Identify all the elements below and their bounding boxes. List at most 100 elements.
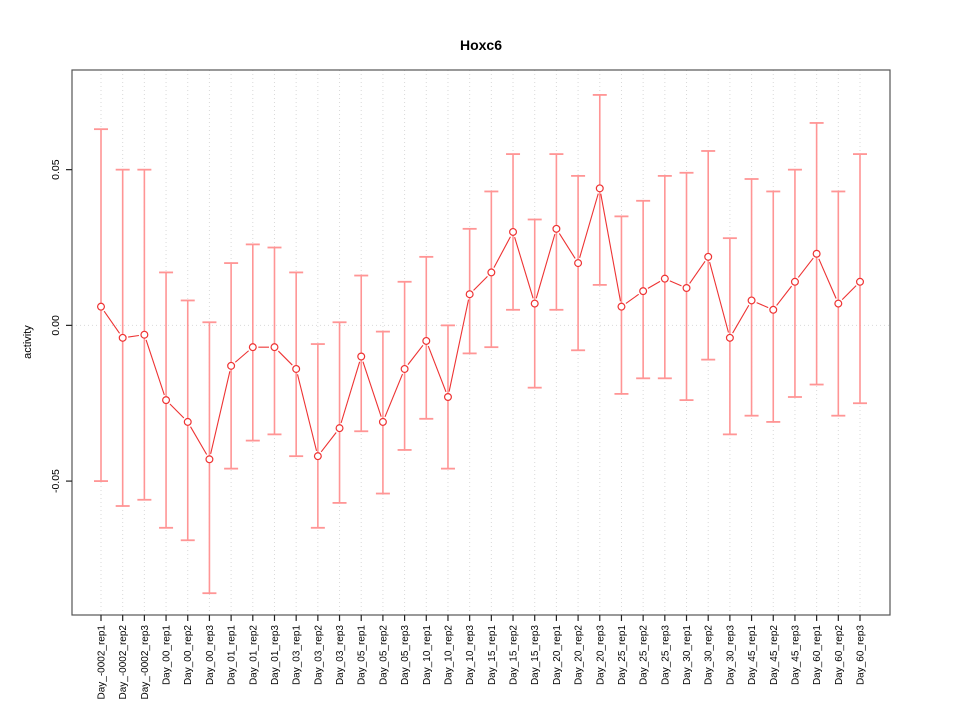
data-point xyxy=(227,361,236,370)
x-tick-label: Day_30_rep3 xyxy=(725,625,736,685)
data-point xyxy=(812,249,821,258)
data-point xyxy=(140,330,149,339)
plot-frame xyxy=(71,69,891,616)
x-tick-label: Day_-0002_rep2 xyxy=(118,625,129,700)
x-tick-label: Day_05_rep1 xyxy=(357,625,368,685)
x-tick-label: Day_30_rep1 xyxy=(682,625,693,685)
y-tick-label: 0.05 xyxy=(50,159,62,180)
data-point xyxy=(183,417,192,426)
data-point xyxy=(725,333,734,342)
series-connector xyxy=(169,403,185,419)
data-point xyxy=(162,396,171,405)
series-connector xyxy=(776,285,793,306)
data-point xyxy=(118,333,127,342)
x-tick-label: Day_10_rep2 xyxy=(443,625,454,685)
series-connector xyxy=(384,373,404,418)
data-point xyxy=(248,343,257,352)
series-connector xyxy=(210,371,231,455)
data-point xyxy=(335,424,344,433)
data-point xyxy=(292,364,301,373)
data-point xyxy=(834,299,843,308)
data-point xyxy=(747,296,756,305)
series-connector xyxy=(709,262,729,333)
series-connector xyxy=(320,432,337,453)
series-connector xyxy=(558,233,576,259)
x-tick-label: Day_10_rep1 xyxy=(422,625,433,685)
series-connector xyxy=(797,257,814,278)
data-point xyxy=(313,452,322,461)
data-point xyxy=(552,224,561,233)
x-tick-label: Day_05_rep3 xyxy=(400,625,411,685)
series-connector xyxy=(647,280,661,289)
chart-title: Hoxc6 xyxy=(459,37,503,53)
x-tick-label: Day_01_rep3 xyxy=(270,625,281,685)
data-point xyxy=(270,343,279,352)
data-point xyxy=(790,277,799,286)
series-connector xyxy=(732,304,750,334)
series-connector xyxy=(145,339,165,396)
series-connector xyxy=(669,280,682,287)
x-tick-label: Day_15_rep2 xyxy=(509,625,520,685)
series-connector xyxy=(190,426,208,455)
data-point xyxy=(400,364,409,373)
x-tick-label: Day_25_rep3 xyxy=(660,625,671,685)
x-tick-label: Day_15_rep1 xyxy=(487,625,498,685)
series-connector xyxy=(407,344,424,365)
series-connector xyxy=(600,193,622,302)
x-tick-label: Day_01_rep1 xyxy=(227,625,238,685)
series-connector xyxy=(473,275,488,291)
data-point xyxy=(704,252,713,261)
x-tick-label: Day_01_rep2 xyxy=(248,625,259,685)
series-connector xyxy=(448,299,470,392)
data-point xyxy=(855,277,864,286)
series-connector xyxy=(427,345,447,393)
data-point xyxy=(96,302,105,311)
series-connector xyxy=(514,237,534,299)
x-tick-label: Day_20_rep1 xyxy=(552,625,563,685)
data-point xyxy=(378,417,387,426)
x-tick-label: Day_03_rep2 xyxy=(313,625,324,685)
series-connector xyxy=(625,293,639,304)
x-tick-label: Day_45_rep3 xyxy=(790,625,801,685)
data-point xyxy=(574,259,583,268)
series-connector xyxy=(689,261,706,284)
series-connector xyxy=(579,193,599,258)
x-tick-label: Day_60_rep2 xyxy=(834,625,845,685)
y-tick-label: 0.00 xyxy=(50,315,62,336)
series-connector xyxy=(128,334,140,338)
data-point xyxy=(639,287,648,296)
x-tick-label: Day_03_rep3 xyxy=(335,625,346,685)
x-tick-label: Day_05_rep2 xyxy=(378,625,389,685)
x-tick-label: Day_00_rep1 xyxy=(162,625,173,685)
series-connector xyxy=(493,236,511,268)
x-tick-label: Day_60_rep1 xyxy=(812,625,823,685)
x-tick-label: Day_00_rep2 xyxy=(183,625,194,685)
x-tick-label: Day_00_rep3 xyxy=(205,625,216,685)
series-connector xyxy=(234,350,249,363)
data-point xyxy=(530,299,539,308)
x-tick-label: Day_45_rep1 xyxy=(747,625,758,685)
series-connector xyxy=(756,302,769,309)
data-point xyxy=(487,268,496,277)
x-tick-label: Day_-0002_rep1 xyxy=(97,625,108,700)
data-point xyxy=(660,274,669,283)
data-point xyxy=(422,336,431,345)
x-tick-label: Day_15_rep3 xyxy=(530,625,541,685)
x-tick-label: Day_30_rep2 xyxy=(704,625,715,685)
series-connector xyxy=(841,285,857,301)
x-tick-label: Day_25_rep1 xyxy=(617,625,628,685)
x-tick-label: Day_03_rep1 xyxy=(292,625,303,685)
data-point xyxy=(443,393,452,402)
series-connector xyxy=(277,350,293,366)
x-tick-label: Day_45_rep2 xyxy=(769,625,780,685)
data-point xyxy=(357,352,366,361)
series-connector xyxy=(818,258,837,299)
data-point xyxy=(682,284,691,293)
x-tick-label: Day_25_rep2 xyxy=(639,625,650,685)
x-tick-label: Day_10_rep3 xyxy=(465,625,476,685)
data-point xyxy=(509,227,518,236)
series-connector xyxy=(296,374,318,451)
series-connector xyxy=(340,361,361,424)
